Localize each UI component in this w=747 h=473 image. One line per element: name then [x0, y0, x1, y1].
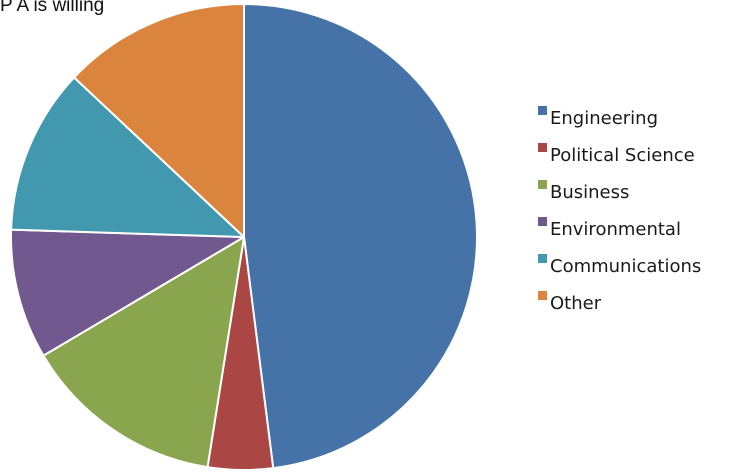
pie-slice-environmental [10, 228, 245, 357]
legend-swatch-environmental [538, 217, 547, 226]
pie-slice-communications [10, 76, 245, 238]
pie-slice-business [42, 236, 245, 469]
legend-label-environmental: Environmental [550, 219, 681, 240]
pie-slice-engineering [243, 3, 478, 470]
legend-label-communications: Communications [550, 256, 702, 277]
pie-slice-other [73, 3, 245, 238]
page-title-fragment: P A is willing [0, 0, 105, 16]
legend-label-other: Other [550, 293, 602, 314]
legend-swatch-engineering [538, 106, 547, 115]
legend-swatch-other [538, 291, 547, 300]
legend-label-political-science: Political Science [550, 145, 695, 166]
legend-swatch-business [538, 180, 547, 189]
legend-label-engineering: Engineering [550, 108, 658, 129]
legend-swatch-communications [538, 254, 547, 263]
legend-swatch-political-science [538, 143, 547, 152]
pie-chart [10, 3, 478, 471]
legend-label-business: Business [550, 182, 630, 203]
